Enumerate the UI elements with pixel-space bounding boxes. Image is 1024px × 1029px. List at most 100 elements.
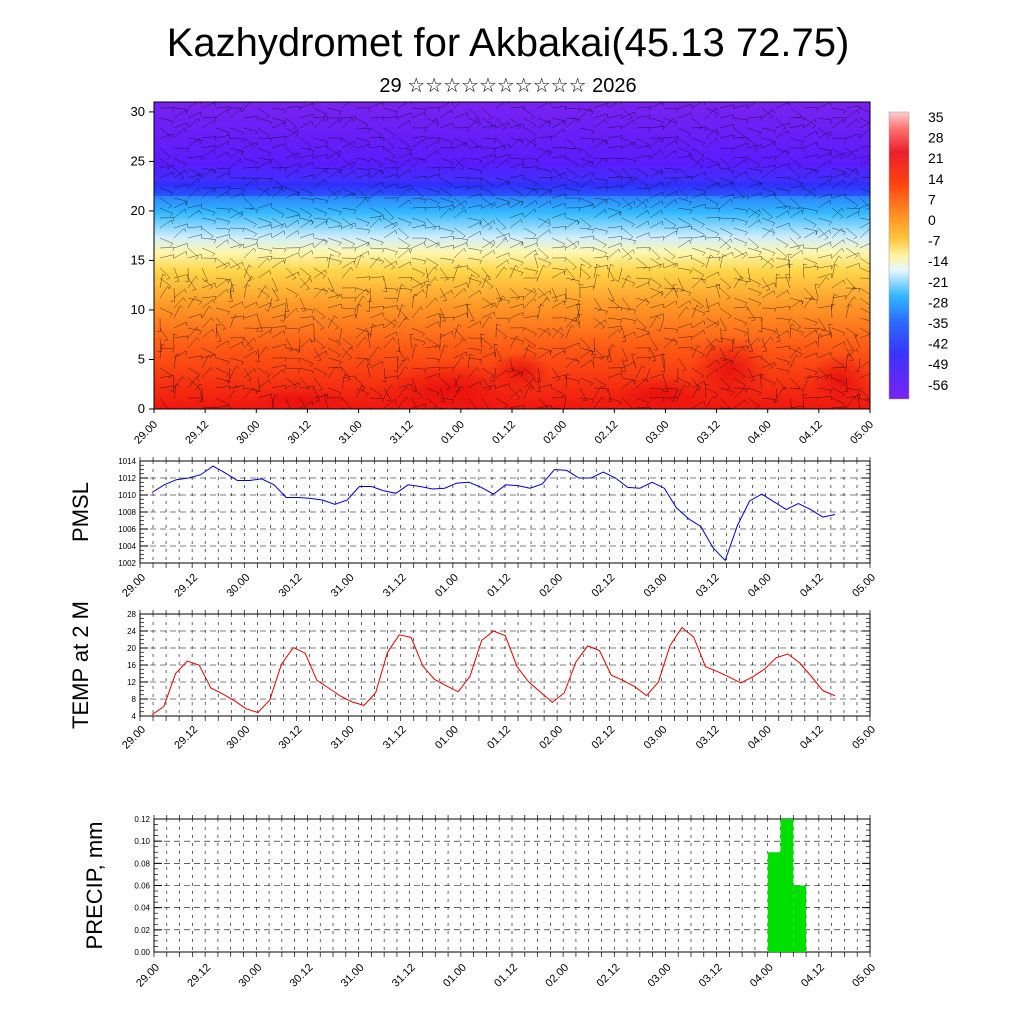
colorbar-label: -35 xyxy=(928,315,948,331)
x-tick-label: 30.12 xyxy=(288,962,316,990)
x-tick-label: 30.12 xyxy=(277,724,305,752)
y-tick-label: 15 xyxy=(131,252,145,267)
wind-barb-flag xyxy=(495,421,499,422)
wind-barb-flag xyxy=(432,418,436,420)
wind-barb xyxy=(286,408,295,419)
x-tick-label: 03.00 xyxy=(644,419,672,447)
y-tick-label: 1012 xyxy=(118,474,136,483)
series-line xyxy=(152,628,835,715)
x-tick-label: 04.00 xyxy=(748,962,776,990)
x-tick-label: 05.00 xyxy=(850,962,878,990)
y-tick-label: 1002 xyxy=(118,559,136,568)
y-tick-label: 10 xyxy=(131,302,145,317)
x-tick-label: 03.12 xyxy=(694,724,722,752)
x-tick-label: 03.00 xyxy=(642,572,670,600)
wind-barb-flag xyxy=(873,279,874,283)
wind-barb-flag xyxy=(303,410,307,411)
colorbar-label: 14 xyxy=(928,171,944,187)
x-tick-label: 04.00 xyxy=(746,419,774,447)
x-tick-label: 03.00 xyxy=(642,724,670,752)
x-tick-label: 30.00 xyxy=(236,962,264,990)
y-axis-title: PMSL xyxy=(68,482,93,542)
x-tick-label: 31.00 xyxy=(339,962,367,990)
wind-barb-flag xyxy=(154,420,158,422)
wind-barb-flag xyxy=(354,411,356,414)
x-tick-label: 02.00 xyxy=(543,962,571,990)
wind-barb xyxy=(258,408,266,420)
colorbar-label: -14 xyxy=(928,253,948,269)
colorbar-label: -49 xyxy=(928,356,948,372)
wind-barb-flag xyxy=(872,221,873,225)
x-tick-label: 29.00 xyxy=(120,572,148,600)
wind-barb-flag xyxy=(253,416,256,418)
x-tick-label: 30.00 xyxy=(234,419,262,447)
wind-barb-flag xyxy=(564,409,566,413)
x-tick-label: 30.12 xyxy=(286,419,314,447)
x-tick-label: 03.12 xyxy=(695,419,723,447)
wind-barb-flag xyxy=(870,114,873,117)
wind-barb-flag xyxy=(531,418,535,420)
y-tick-label: 1010 xyxy=(118,491,136,500)
colorbar-label: -7 xyxy=(928,233,941,249)
wind-barb-flag xyxy=(873,177,874,181)
y-tick-label: 1014 xyxy=(118,457,136,466)
precip-bar xyxy=(793,886,806,953)
x-tick-label: 02.12 xyxy=(589,724,617,752)
colorbar-label: -42 xyxy=(928,336,948,352)
y-tick-label: 0.12 xyxy=(134,815,150,824)
x-tick-label: 02.12 xyxy=(594,962,622,990)
colorbar-label: -56 xyxy=(928,377,948,393)
y-tick-label: 0 xyxy=(138,401,145,416)
y-tick-label: 12 xyxy=(127,678,136,687)
x-tick-label: 01.00 xyxy=(439,419,467,447)
x-tick-label: 04.12 xyxy=(797,419,825,447)
x-tick-label: 03.00 xyxy=(646,962,674,990)
wind-barb-flag xyxy=(872,121,873,125)
x-tick-label: 30.00 xyxy=(224,724,252,752)
y-tick-label: 5 xyxy=(138,351,145,366)
x-tick-label: 31.00 xyxy=(329,724,357,752)
x-tick-label: 01.00 xyxy=(441,962,469,990)
x-tick-label: 04.12 xyxy=(799,962,827,990)
wind-barb-flag xyxy=(184,414,187,417)
x-tick-label: 29.00 xyxy=(134,962,162,990)
y-tick-label: 0.04 xyxy=(134,904,150,913)
colorbar-label: 28 xyxy=(928,130,944,146)
colorbar-label: 7 xyxy=(928,191,936,207)
warm-blob xyxy=(250,388,350,412)
wind-barb xyxy=(158,408,160,422)
y-tick-label: 1004 xyxy=(118,542,136,551)
colorbar-label: 0 xyxy=(928,212,936,228)
precip-bar xyxy=(781,819,794,952)
x-tick-label: 31.12 xyxy=(381,724,409,752)
page-title: Kazhydromet for Akbakai(45.13 72.75) xyxy=(167,21,850,65)
x-tick-label: 02.12 xyxy=(589,572,617,600)
wind-barb-flag xyxy=(240,414,243,417)
wind-barb xyxy=(776,408,777,422)
y-tick-label: 20 xyxy=(127,644,136,653)
wind-barb-flag xyxy=(870,273,873,276)
colorbar-label: -28 xyxy=(928,294,948,310)
x-tick-label: 31.00 xyxy=(337,419,365,447)
x-tick-label: 05.00 xyxy=(850,724,878,752)
x-tick-label: 02.12 xyxy=(592,419,620,447)
wind-barb xyxy=(748,408,758,418)
y-tick-label: 0.00 xyxy=(134,948,150,957)
wind-barb-flag xyxy=(592,410,594,414)
x-tick-label: 01.12 xyxy=(490,419,518,447)
wind-barb-flag xyxy=(324,414,327,417)
y-tick-label: 0.10 xyxy=(134,837,150,846)
wind-barb-flag xyxy=(871,403,874,406)
wind-barb-flag xyxy=(486,410,490,411)
series-line xyxy=(152,466,835,560)
x-tick-label: 31.12 xyxy=(388,419,416,447)
y-axis-title: TEMP at 2 M xyxy=(68,601,93,729)
x-tick-label: 31.12 xyxy=(390,962,418,990)
colorbar-label: -21 xyxy=(928,274,948,290)
colorbar-label: 35 xyxy=(928,109,944,125)
y-tick-label: 0.02 xyxy=(134,926,150,935)
